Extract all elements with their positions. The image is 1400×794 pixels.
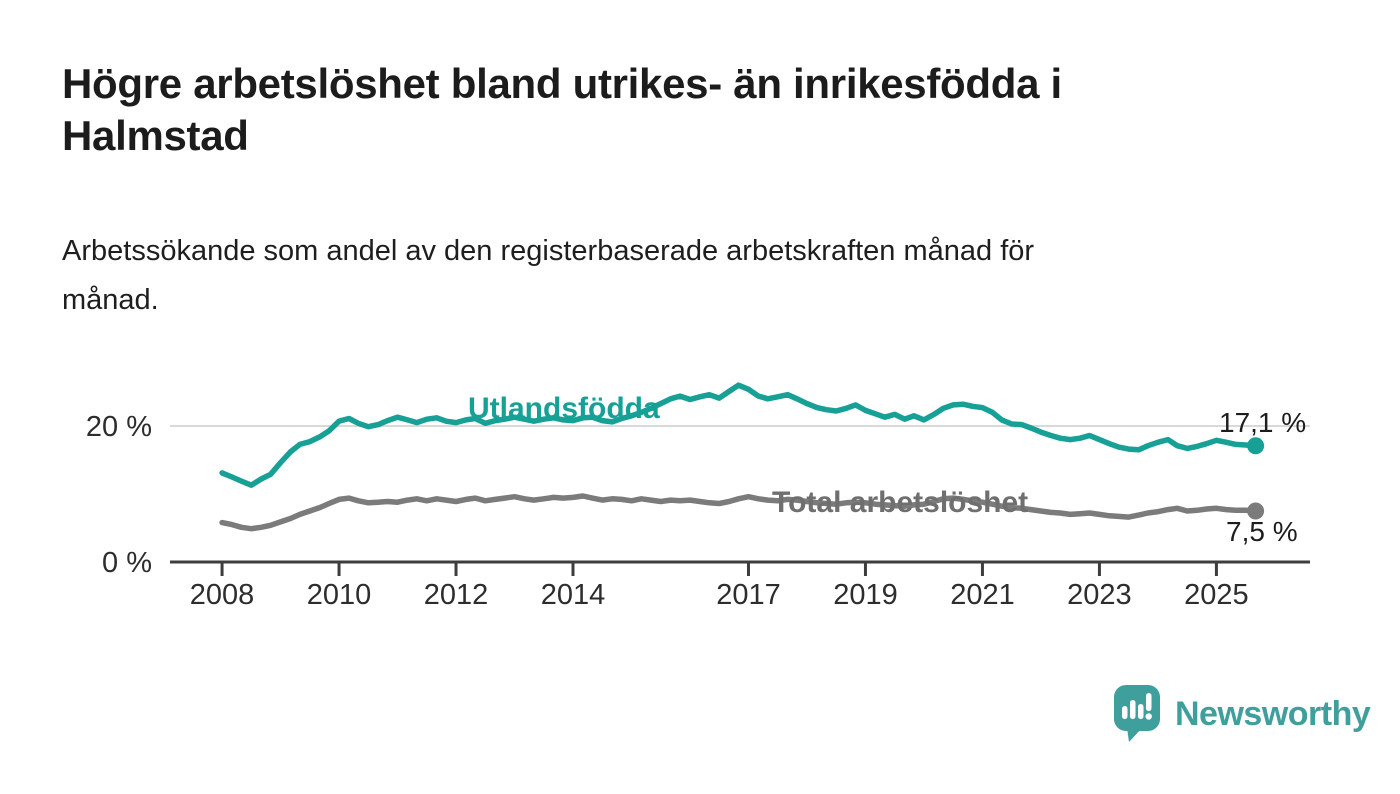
x-tick-label: 2021	[950, 579, 1015, 611]
series-label-total-arbetsloshet: Total arbetslöshet	[772, 486, 1029, 519]
utlandsfodda-end-dot	[1247, 437, 1265, 455]
page-subtitle: Arbetssökande som andel av den registerb…	[62, 235, 1035, 316]
page-title: Högre arbetslöshet bland utrikes- än inr…	[62, 60, 1062, 160]
x-tick-label: 2017	[716, 579, 781, 611]
footer-branding: Newsworthy	[1112, 685, 1371, 743]
x-tick-label: 2023	[1067, 579, 1132, 611]
brand-name: Newsworthy	[1175, 694, 1371, 733]
end-value-total-arbetsloshet: 7,5 %	[1226, 516, 1298, 547]
total-arbetsloshet-end-dot	[1247, 502, 1265, 520]
utlandsfodda-line	[219, 382, 1259, 488]
x-tick-label: 2014	[541, 579, 606, 611]
x-tick-label: 2012	[424, 579, 489, 611]
end-value-utlandsfodda: 17,1 %	[1219, 407, 1307, 438]
series-label-utlandsfodda: Utlandsfödda	[468, 392, 660, 425]
x-tick-label: 2008	[190, 579, 255, 611]
x-tick-label: 2025	[1184, 579, 1249, 611]
bar-chart-speech-bubble-icon	[1114, 685, 1160, 742]
x-tick-label: 2019	[833, 579, 898, 611]
y-tick-label: 0 %	[102, 547, 152, 579]
total-arbetsloshet-line	[219, 493, 1259, 532]
x-tick-label: 2010	[307, 579, 372, 611]
y-tick-label: 20 %	[86, 411, 152, 443]
